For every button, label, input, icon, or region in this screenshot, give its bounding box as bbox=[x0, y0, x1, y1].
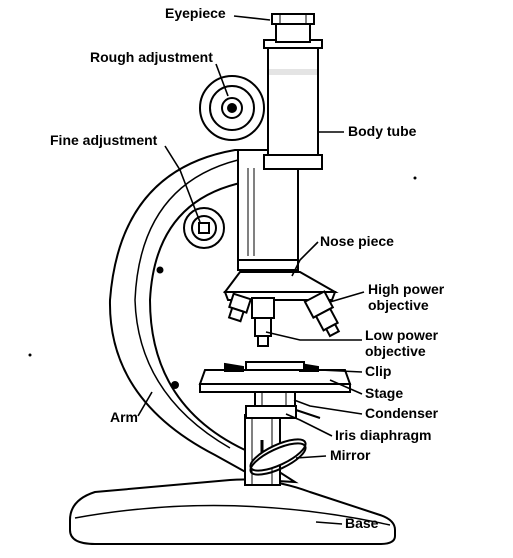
high-power-objective-shape bbox=[305, 291, 344, 338]
label-arm: Arm bbox=[110, 409, 138, 425]
microscope-body bbox=[70, 14, 395, 544]
label-rough-adjustment: Rough adjustment bbox=[90, 49, 213, 65]
label-fine-adjustment: Fine adjustment bbox=[50, 132, 158, 148]
label-mirror: Mirror bbox=[330, 447, 371, 463]
fine-adjustment-shape bbox=[184, 208, 224, 248]
label-iris-diaphragm: Iris diaphragm bbox=[335, 427, 431, 443]
label-stage: Stage bbox=[365, 385, 403, 401]
label-high-power-objective: High powerobjective bbox=[368, 281, 445, 313]
leader-iris bbox=[286, 414, 332, 436]
label-clip: Clip bbox=[365, 363, 391, 379]
low-power-objective-shape bbox=[252, 298, 274, 346]
label-eyepiece: Eyepiece bbox=[165, 5, 226, 21]
label-body-tube: Body tube bbox=[348, 123, 417, 139]
label-nose-piece: Nose piece bbox=[320, 233, 394, 249]
leader-lowpower bbox=[266, 332, 362, 340]
stage-shape bbox=[200, 362, 350, 392]
leader-eyepiece bbox=[234, 16, 270, 20]
body-tube-shape bbox=[264, 40, 322, 169]
rough-adjustment-shape bbox=[200, 76, 264, 140]
label-condenser: Condenser bbox=[365, 405, 439, 421]
label-base: Base bbox=[345, 515, 379, 531]
iris-shape bbox=[246, 406, 296, 418]
eyepiece-shape bbox=[272, 14, 314, 42]
label-low-power-objective: Low powerobjective bbox=[365, 327, 439, 359]
microscope-diagram: Eyepiece Rough adjustment Fine adjustmen… bbox=[0, 0, 513, 558]
